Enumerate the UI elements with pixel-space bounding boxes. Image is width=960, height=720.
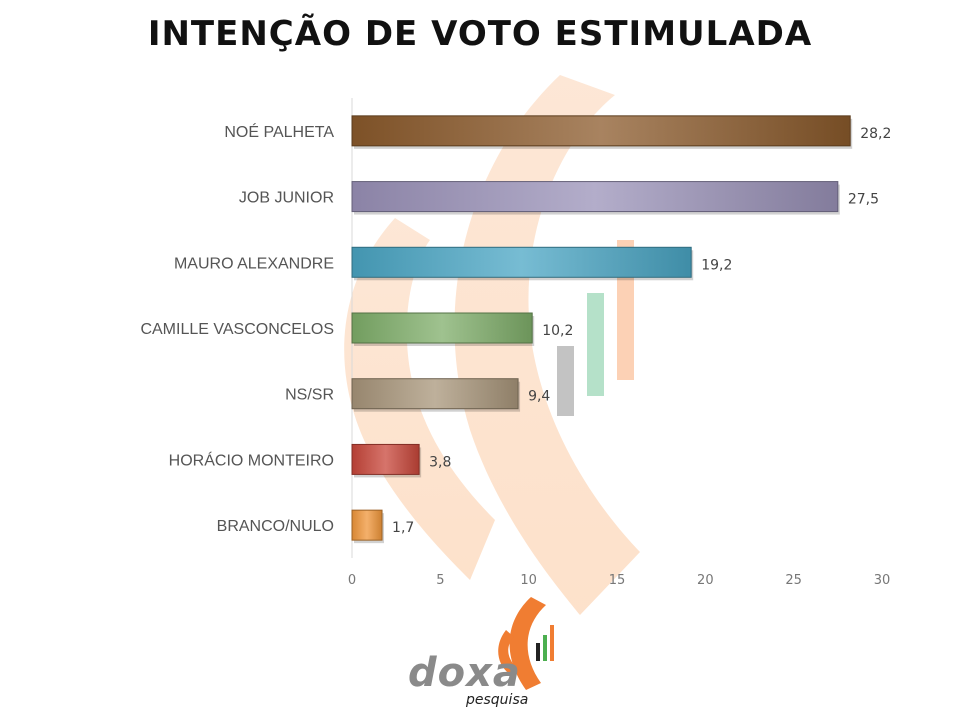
x-tick-label: 15 [609,573,626,588]
value-label: 9,4 [528,389,550,405]
category-label: BRANCO/NULO [217,518,334,535]
category-label: JOB JUNIOR [239,190,334,207]
logo-word: doxa [408,650,521,696]
value-label: 28,2 [860,126,891,142]
bar [351,312,533,344]
category-label: CAMILLE VASCONCELOS [140,321,334,338]
x-tick-label: 25 [785,573,802,588]
value-label: 10,2 [542,323,573,339]
x-tick-label: 10 [520,573,537,588]
value-label: 27,5 [848,192,879,208]
bar [351,443,420,475]
x-tick-label: 30 [874,573,891,588]
value-label: 3,8 [429,454,451,470]
doxa-logo-mark [498,597,554,690]
bar [351,115,851,147]
category-label: NS/SR [285,387,334,404]
logo-subword: pesquisa [466,692,529,708]
value-label: 19,2 [701,257,732,273]
bar [351,509,383,541]
category-label: HORÁCIO MONTEIRO [169,450,334,469]
bar [351,181,839,213]
category-label: NOÉ PALHETA [224,122,334,141]
bar [351,378,519,410]
category-label: MAURO ALEXANDRE [174,255,334,272]
value-label: 1,7 [392,520,414,536]
x-tick-label: 5 [436,573,444,588]
x-tick-label: 0 [348,573,356,588]
x-tick-label: 20 [697,573,714,588]
chart-title: INTENÇÃO DE VOTO ESTIMULADA [147,14,813,54]
bar [351,246,692,278]
